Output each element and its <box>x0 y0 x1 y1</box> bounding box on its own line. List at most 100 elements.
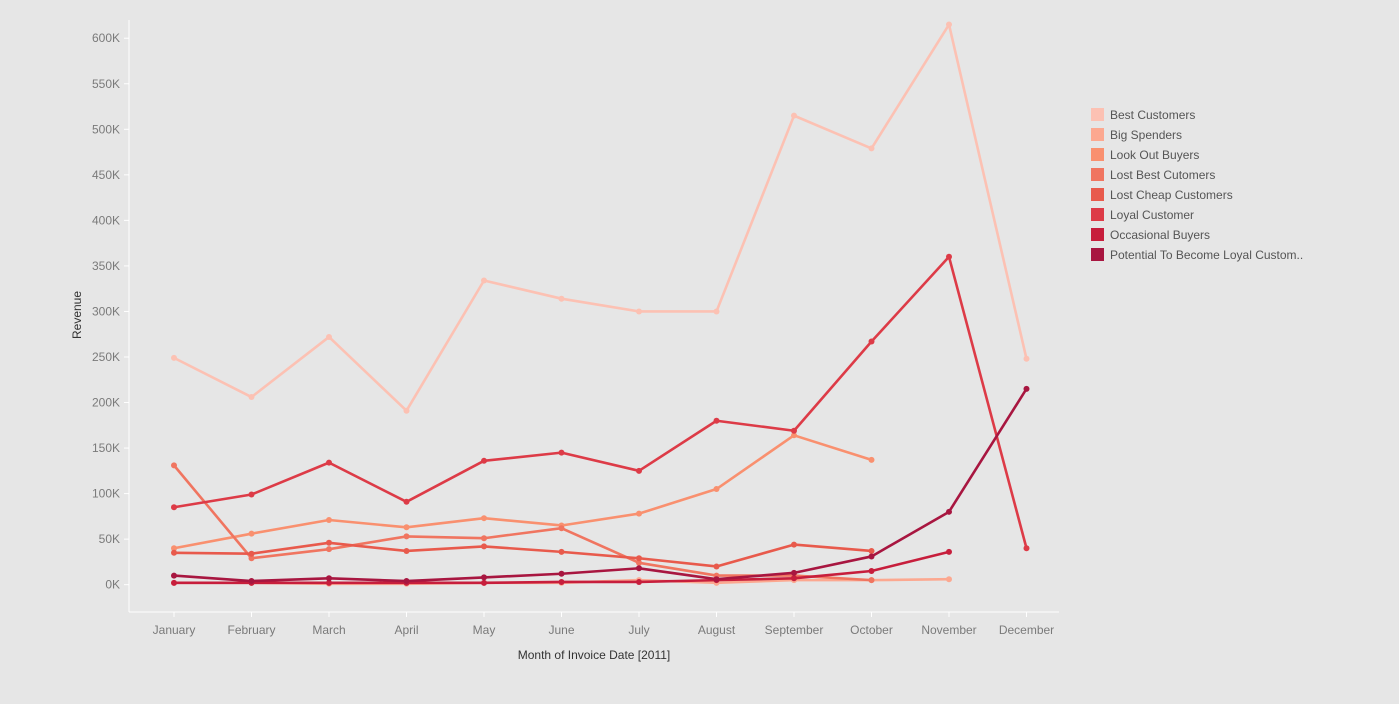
legend-item[interactable]: Loyal Customer <box>1091 208 1194 222</box>
y-tick-label: 600K <box>92 31 120 45</box>
legend-label: Occasional Buyers <box>1110 228 1210 242</box>
data-point[interactable] <box>636 467 642 474</box>
y-tick-label: 250K <box>92 350 120 364</box>
data-point[interactable] <box>171 354 177 361</box>
data-point[interactable] <box>868 145 875 152</box>
data-point[interactable] <box>636 578 642 585</box>
data-point[interactable] <box>713 576 720 583</box>
legend-item[interactable]: Potential To Become Loyal Custom.. <box>1091 248 1303 262</box>
data-point[interactable] <box>791 575 797 582</box>
data-point[interactable] <box>636 510 642 517</box>
data-point[interactable] <box>481 543 487 550</box>
series-line <box>172 387 1028 583</box>
legend-item[interactable]: Look Out Buyers <box>1091 148 1199 162</box>
data-point[interactable] <box>1023 355 1030 362</box>
data-point[interactable] <box>403 498 410 505</box>
data-point[interactable] <box>1023 385 1030 392</box>
data-point[interactable] <box>636 565 642 572</box>
y-tick-label: 400K <box>92 213 120 227</box>
data-point[interactable] <box>1023 545 1030 552</box>
data-point[interactable] <box>481 515 487 522</box>
data-point[interactable] <box>946 576 952 583</box>
data-point[interactable] <box>713 486 720 493</box>
data-point[interactable] <box>558 295 565 302</box>
data-point[interactable] <box>403 547 410 554</box>
legend-item[interactable]: Best Customers <box>1091 108 1195 122</box>
y-tick-label: 550K <box>92 77 120 91</box>
data-point[interactable] <box>636 555 642 562</box>
data-point[interactable] <box>248 530 255 537</box>
series-5 <box>171 253 1030 552</box>
data-point[interactable] <box>713 308 720 315</box>
data-point[interactable] <box>481 574 487 581</box>
legend-item[interactable]: Lost Best Cutomers <box>1091 168 1215 182</box>
data-point[interactable] <box>481 579 487 586</box>
y-tick-label: 300K <box>92 304 120 318</box>
data-point[interactable] <box>326 579 332 586</box>
data-point[interactable] <box>248 550 255 557</box>
legend-item[interactable]: Occasional Buyers <box>1091 228 1210 242</box>
data-point[interactable] <box>171 504 177 511</box>
legend-swatch <box>1091 108 1104 121</box>
data-point[interactable] <box>326 546 332 553</box>
data-point[interactable] <box>558 578 565 585</box>
data-point[interactable] <box>868 553 875 560</box>
legend-item[interactable]: Lost Cheap Customers <box>1091 188 1233 202</box>
data-point[interactable] <box>558 525 565 532</box>
data-point[interactable] <box>636 308 642 315</box>
data-point[interactable] <box>558 548 565 555</box>
data-point[interactable] <box>403 578 410 585</box>
legend-swatch <box>1091 148 1104 161</box>
data-point[interactable] <box>248 491 255 498</box>
data-point[interactable] <box>403 533 410 540</box>
data-point[interactable] <box>171 572 177 579</box>
data-point[interactable] <box>403 407 410 414</box>
data-point[interactable] <box>946 508 952 515</box>
legend-item[interactable]: Big Spenders <box>1091 128 1182 142</box>
data-point[interactable] <box>791 569 797 576</box>
y-axis-title: Revenue <box>70 291 84 339</box>
x-tick-label: April <box>394 623 418 637</box>
data-point[interactable] <box>713 563 720 570</box>
data-point[interactable] <box>558 570 565 577</box>
data-point[interactable] <box>791 541 797 548</box>
legend: Best Customers Big Spenders Look Out Buyer… <box>1091 108 1303 262</box>
y-tick-label: 450K <box>92 168 120 182</box>
data-point[interactable] <box>248 394 255 401</box>
data-point[interactable] <box>868 547 875 554</box>
data-point[interactable] <box>713 417 720 424</box>
data-point[interactable] <box>868 568 875 575</box>
data-point[interactable] <box>171 549 177 556</box>
data-point[interactable] <box>171 462 177 469</box>
data-point[interactable] <box>326 459 332 466</box>
data-point[interactable] <box>326 517 332 524</box>
data-point[interactable] <box>791 432 797 439</box>
data-point[interactable] <box>171 545 177 552</box>
data-point[interactable] <box>171 579 177 586</box>
series-7 <box>171 385 1030 585</box>
data-point[interactable] <box>791 427 797 434</box>
data-point[interactable] <box>248 555 255 562</box>
data-point[interactable] <box>868 456 875 463</box>
data-point[interactable] <box>868 338 875 345</box>
data-point[interactable] <box>481 457 487 464</box>
data-point[interactable] <box>791 112 797 119</box>
series-line <box>172 434 873 550</box>
data-point[interactable] <box>946 253 952 260</box>
data-point[interactable] <box>636 559 642 566</box>
data-point[interactable] <box>946 21 952 28</box>
data-point[interactable] <box>868 577 875 584</box>
data-point[interactable] <box>481 277 487 284</box>
data-point[interactable] <box>326 539 332 546</box>
data-point[interactable] <box>403 524 410 531</box>
x-tick-label: October <box>850 623 893 637</box>
data-point[interactable] <box>326 575 332 582</box>
data-point[interactable] <box>558 449 565 456</box>
data-point[interactable] <box>481 535 487 542</box>
legend-swatch <box>1091 168 1104 181</box>
data-point[interactable] <box>326 333 332 340</box>
series-layer <box>171 21 1030 587</box>
y-axis-ticks: 0K 50K 100K 150K 200K 250K 300K 350K 400K 450K 500… <box>92 31 129 592</box>
data-point[interactable] <box>946 548 952 555</box>
data-point[interactable] <box>248 578 255 585</box>
